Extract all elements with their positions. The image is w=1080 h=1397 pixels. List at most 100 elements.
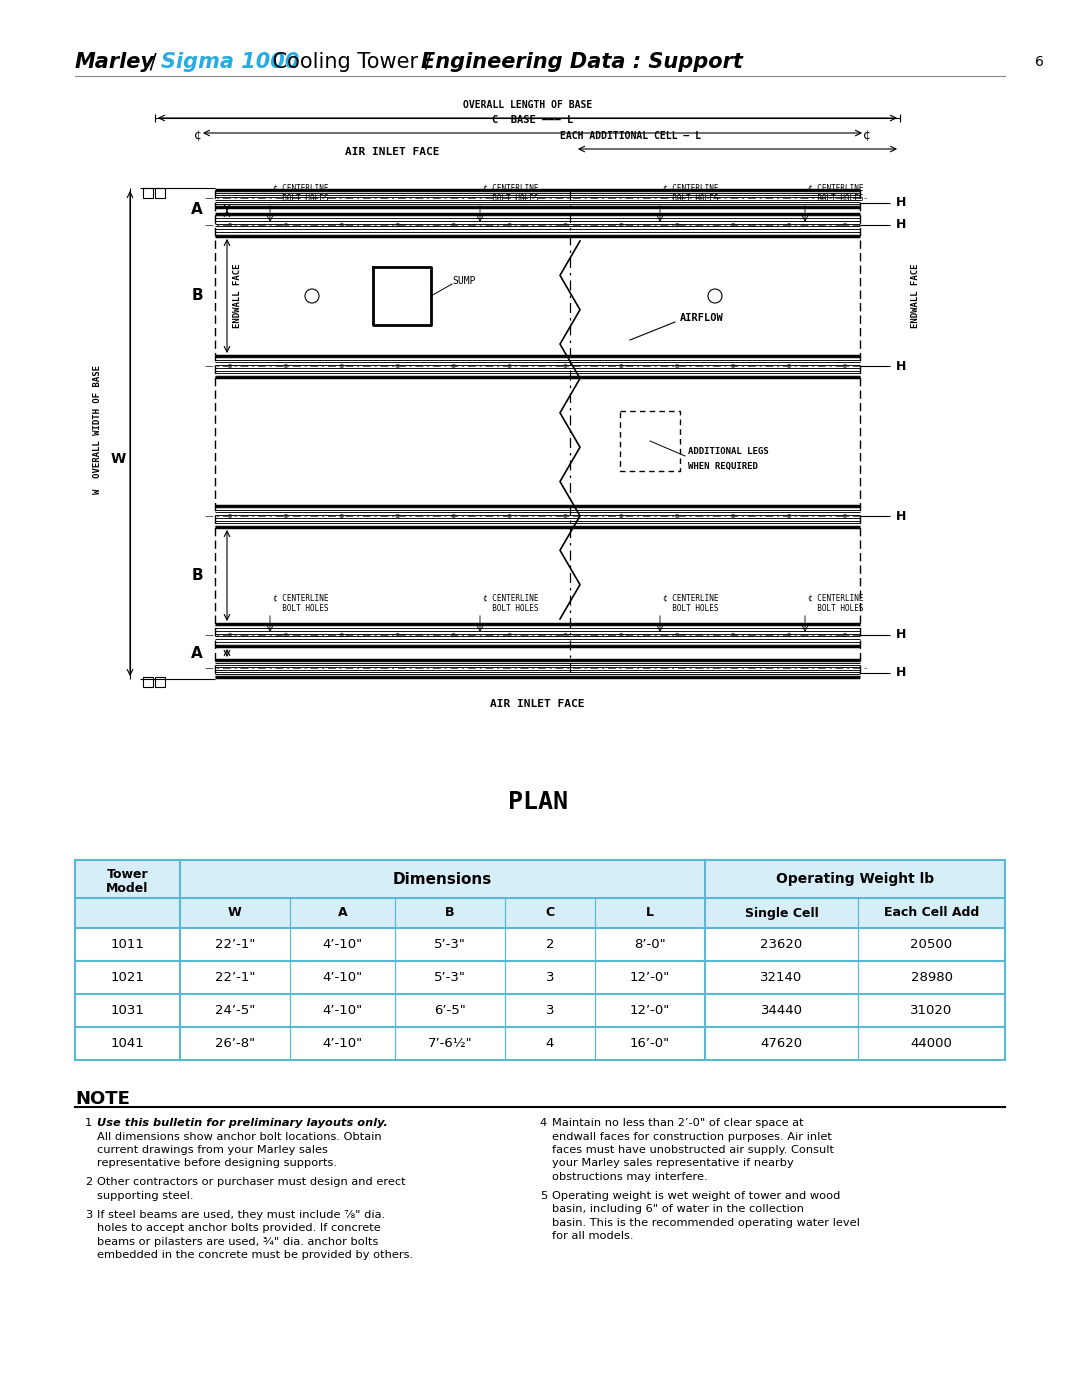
Text: B: B bbox=[445, 907, 455, 919]
Text: 12’-0": 12’-0" bbox=[630, 971, 670, 983]
Circle shape bbox=[787, 514, 791, 517]
Circle shape bbox=[284, 514, 287, 517]
Text: ¢ CENTERLINE
  BOLT HOLES: ¢ CENTERLINE BOLT HOLES bbox=[663, 594, 718, 613]
Text: Each Cell Add: Each Cell Add bbox=[883, 907, 980, 919]
Bar bbox=[75, 898, 1005, 928]
Text: 4: 4 bbox=[545, 1037, 554, 1051]
Text: Operating weight is wet weight of tower and wood: Operating weight is wet weight of tower … bbox=[552, 1190, 840, 1201]
Text: Model: Model bbox=[106, 882, 149, 895]
Text: 2: 2 bbox=[545, 937, 554, 951]
Circle shape bbox=[843, 633, 847, 637]
Text: 4’-10": 4’-10" bbox=[323, 971, 363, 983]
Text: AIRFLOW: AIRFLOW bbox=[680, 313, 724, 323]
Text: ADDITIONAL LEGS: ADDITIONAL LEGS bbox=[688, 447, 769, 455]
Circle shape bbox=[284, 224, 287, 226]
Text: Sigma 1000: Sigma 1000 bbox=[161, 52, 299, 73]
Text: your Marley sales representative if nearby: your Marley sales representative if near… bbox=[552, 1158, 794, 1168]
Bar bbox=[143, 678, 153, 687]
Text: H: H bbox=[896, 510, 906, 522]
Circle shape bbox=[453, 633, 455, 637]
Text: obstructions may interfere.: obstructions may interfere. bbox=[552, 1172, 707, 1182]
Text: 47620: 47620 bbox=[760, 1037, 802, 1051]
Text: 8’-0": 8’-0" bbox=[634, 937, 665, 951]
Text: basin, including 6" of water in the collection: basin, including 6" of water in the coll… bbox=[552, 1204, 804, 1214]
Circle shape bbox=[731, 633, 734, 637]
Text: 5’-3": 5’-3" bbox=[434, 971, 465, 983]
Text: 3: 3 bbox=[85, 1210, 92, 1220]
Text: AIR INLET FACE: AIR INLET FACE bbox=[346, 147, 440, 156]
Text: holes to accept anchor bolts provided. If concrete: holes to accept anchor bolts provided. I… bbox=[97, 1224, 381, 1234]
Circle shape bbox=[843, 365, 847, 367]
Text: 1021: 1021 bbox=[110, 971, 145, 983]
Text: H: H bbox=[896, 359, 906, 373]
Text: for all models.: for all models. bbox=[552, 1231, 634, 1242]
Text: 1011: 1011 bbox=[110, 937, 145, 951]
Text: beams or pilasters are used, ¾" dia. anchor bolts: beams or pilasters are used, ¾" dia. anc… bbox=[97, 1236, 378, 1246]
Circle shape bbox=[340, 633, 343, 637]
Text: H: H bbox=[896, 197, 906, 210]
Text: Tower: Tower bbox=[107, 868, 148, 882]
Text: 34440: 34440 bbox=[760, 1004, 802, 1017]
Text: W  OVERALL WIDTH OF BASE: W OVERALL WIDTH OF BASE bbox=[94, 365, 103, 493]
Text: 3: 3 bbox=[545, 1004, 554, 1017]
Text: A: A bbox=[191, 203, 203, 218]
Circle shape bbox=[229, 365, 231, 367]
Text: ¢ CENTERLINE
  BOLT HOLES: ¢ CENTERLINE BOLT HOLES bbox=[808, 594, 864, 613]
Text: B: B bbox=[191, 289, 203, 303]
Text: 4: 4 bbox=[540, 1118, 548, 1127]
Text: supporting steel.: supporting steel. bbox=[97, 1190, 193, 1201]
Text: C  BASE ——— L: C BASE ——— L bbox=[491, 115, 573, 124]
Text: B: B bbox=[191, 567, 203, 583]
Circle shape bbox=[284, 365, 287, 367]
Text: 1041: 1041 bbox=[110, 1037, 145, 1051]
Circle shape bbox=[284, 633, 287, 637]
Text: H: H bbox=[896, 629, 906, 641]
Circle shape bbox=[508, 514, 511, 517]
Text: NOTE: NOTE bbox=[75, 1090, 130, 1108]
Text: Operating Weight lb: Operating Weight lb bbox=[775, 872, 934, 886]
Text: Use this bulletin for preliminary layouts only.: Use this bulletin for preliminary layout… bbox=[97, 1118, 388, 1127]
Circle shape bbox=[620, 514, 623, 517]
Text: Dimensions: Dimensions bbox=[393, 872, 492, 887]
Bar bbox=[75, 861, 1005, 898]
Bar bbox=[156, 189, 165, 198]
Text: ENDWALL FACE: ENDWALL FACE bbox=[232, 264, 242, 328]
Text: ¢ CENTERLINE
  BOLT HOLES: ¢ CENTERLINE BOLT HOLES bbox=[808, 183, 864, 203]
Text: If steel beams are used, they must include ⅞" dia.: If steel beams are used, they must inclu… bbox=[97, 1210, 386, 1220]
Text: SUMP: SUMP bbox=[453, 277, 475, 286]
Text: 20500: 20500 bbox=[910, 937, 953, 951]
Text: 5: 5 bbox=[540, 1190, 548, 1201]
Text: EACH ADDITIONAL CELL — L: EACH ADDITIONAL CELL — L bbox=[559, 131, 701, 141]
Text: Single Cell: Single Cell bbox=[744, 907, 819, 919]
Text: 7’-6½": 7’-6½" bbox=[428, 1037, 472, 1051]
Circle shape bbox=[229, 633, 231, 637]
Circle shape bbox=[676, 633, 678, 637]
Text: Other contractors or purchaser must design and erect: Other contractors or purchaser must desi… bbox=[97, 1178, 406, 1187]
Circle shape bbox=[787, 365, 791, 367]
Circle shape bbox=[396, 633, 400, 637]
Circle shape bbox=[787, 224, 791, 226]
Text: 5’-3": 5’-3" bbox=[434, 937, 465, 951]
Text: Marley: Marley bbox=[75, 52, 156, 73]
Text: 26’-8": 26’-8" bbox=[215, 1037, 255, 1051]
Circle shape bbox=[340, 514, 343, 517]
Text: WHEN REQUIRED: WHEN REQUIRED bbox=[688, 461, 758, 471]
Text: 44000: 44000 bbox=[910, 1037, 953, 1051]
Circle shape bbox=[564, 514, 567, 517]
Circle shape bbox=[340, 365, 343, 367]
Text: 6’-5": 6’-5" bbox=[434, 1004, 465, 1017]
Circle shape bbox=[453, 365, 455, 367]
Text: L: L bbox=[646, 907, 654, 919]
Text: representative before designing supports.: representative before designing supports… bbox=[97, 1158, 337, 1168]
Text: current drawings from your Marley sales: current drawings from your Marley sales bbox=[97, 1146, 328, 1155]
Circle shape bbox=[843, 514, 847, 517]
Text: Maintain no less than 2’-0" of clear space at: Maintain no less than 2’-0" of clear spa… bbox=[552, 1118, 804, 1127]
Circle shape bbox=[396, 514, 400, 517]
Text: faces must have unobstructed air supply. Consult: faces must have unobstructed air supply.… bbox=[552, 1146, 834, 1155]
Circle shape bbox=[620, 224, 623, 226]
Bar bbox=[143, 189, 153, 198]
Circle shape bbox=[340, 224, 343, 226]
Text: 28980: 28980 bbox=[910, 971, 953, 983]
Text: ¢ CENTERLINE
  BOLT HOLES: ¢ CENTERLINE BOLT HOLES bbox=[273, 594, 328, 613]
Text: ¢ CENTERLINE
  BOLT HOLES: ¢ CENTERLINE BOLT HOLES bbox=[273, 183, 328, 203]
